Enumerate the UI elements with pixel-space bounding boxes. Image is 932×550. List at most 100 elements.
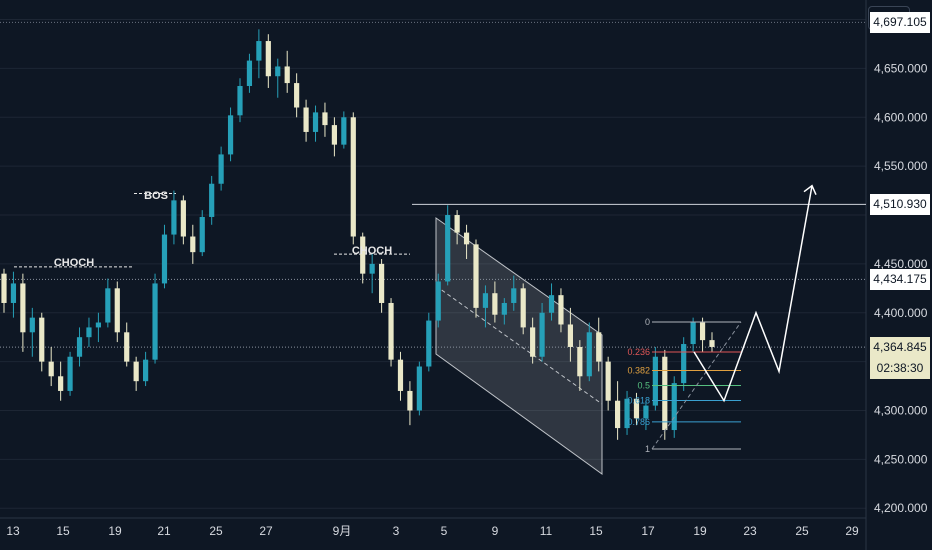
candle-body [133, 361, 139, 382]
candle-body [662, 356, 668, 431]
candle-body [360, 236, 366, 274]
time-tick-label: 13 [6, 524, 20, 538]
candle-body [454, 215, 460, 233]
candle-body [643, 405, 649, 419]
candle-body [29, 317, 35, 333]
time-tick-label: 5 [441, 524, 448, 538]
price-tick-label: 4,550.000 [874, 159, 928, 173]
candle-body [369, 263, 375, 274]
fib-level-label: 0.618 [627, 395, 650, 405]
time-tick-label: 21 [157, 524, 171, 538]
candle-body [530, 327, 536, 357]
candle-body [312, 112, 319, 132]
price-tick-label: 4,250.000 [874, 452, 928, 466]
price-tag: 4,434.175 [870, 269, 930, 291]
candle-body [86, 327, 92, 338]
candle-body [407, 390, 413, 411]
candle-body [341, 117, 347, 145]
time-tick-label: 9月 [333, 524, 352, 538]
countdown-timer: 02:38:30 [870, 358, 930, 380]
candle-body [586, 332, 592, 377]
time-tick-label: 11 [540, 524, 553, 538]
candle-body [58, 376, 64, 391]
candle-body [567, 324, 573, 347]
candle-body [190, 236, 196, 253]
candle-body [463, 232, 470, 245]
candle-body [48, 361, 54, 377]
annotation-bos: BOS [144, 190, 168, 202]
price-tick-label: 4,200.000 [874, 501, 928, 515]
candle-body [199, 216, 205, 253]
channel-midline [435, 285, 603, 405]
candle-body [218, 154, 224, 184]
candle-body [10, 283, 17, 303]
candle-body [388, 302, 394, 360]
candle-body [416, 366, 422, 411]
candle-body [67, 356, 73, 391]
candle-body [161, 234, 168, 284]
price-tick-label: 4,300.000 [874, 403, 928, 417]
candle-body [237, 86, 243, 116]
candle-body [39, 317, 45, 362]
candle-body [124, 332, 130, 362]
candle-body [256, 41, 262, 61]
candle-body [275, 66, 281, 77]
time-tick-label: 25 [209, 524, 223, 538]
candle-body [615, 400, 621, 429]
candle-body [699, 322, 706, 341]
price-tag: 4,364.845 [870, 337, 930, 359]
price-tick-label: 4,400.000 [874, 306, 928, 320]
candle-body [20, 283, 26, 333]
price-tick-label: 4,600.000 [874, 110, 928, 124]
candle-body [143, 359, 149, 382]
fib-level-label: 0 [645, 317, 650, 327]
descending-channel [435, 217, 603, 475]
candle-body [171, 200, 177, 235]
candle-body [558, 295, 564, 325]
time-tick-label: 9 [492, 524, 499, 538]
candle-body [633, 398, 640, 419]
fib-level-label: 1 [645, 444, 650, 454]
candle-body [681, 344, 687, 384]
time-tick-label: 29 [845, 524, 859, 538]
time-tick-label: 27 [259, 524, 273, 538]
candle-body [492, 293, 498, 315]
candle-body [445, 215, 451, 282]
time-tick-label: 17 [641, 524, 655, 538]
price-tick-label: 4,650.000 [874, 61, 928, 75]
candle-body [284, 66, 290, 84]
time-tick-label: 25 [795, 524, 809, 538]
projection-arrow-icon [803, 184, 817, 196]
candle-body [95, 322, 101, 328]
projection-path [693, 185, 813, 403]
candle-body [209, 183, 215, 217]
candle-body [180, 200, 186, 237]
candle-body [350, 117, 356, 237]
candle-body [105, 288, 111, 323]
price-tag: 4,510.930 [870, 194, 930, 216]
candle-body [331, 125, 337, 145]
candle-body [435, 281, 441, 321]
annotation-choch-right: CHOCH [352, 245, 392, 257]
candle-body [426, 320, 432, 367]
candle-body [577, 346, 583, 377]
fib-trend-line [651, 321, 742, 450]
candle-body [482, 293, 489, 308]
candle-body [227, 115, 234, 155]
candle-body [114, 288, 120, 333]
candle-body [322, 112, 328, 126]
candle-body [709, 340, 715, 347]
price-tag: 4,697.105 [870, 12, 930, 34]
fib-level-label: 0.5 [637, 381, 650, 391]
time-tick-label: 15 [589, 524, 603, 538]
time-tick-label: 19 [693, 524, 707, 538]
candle-body [605, 361, 611, 401]
candle-body [473, 244, 479, 308]
fib-level-label: 0.236 [627, 347, 650, 357]
candle-body [379, 263, 385, 303]
price-tick-label: 4,450.000 [874, 257, 928, 271]
candle-body [624, 398, 630, 429]
candle-body [539, 312, 545, 357]
